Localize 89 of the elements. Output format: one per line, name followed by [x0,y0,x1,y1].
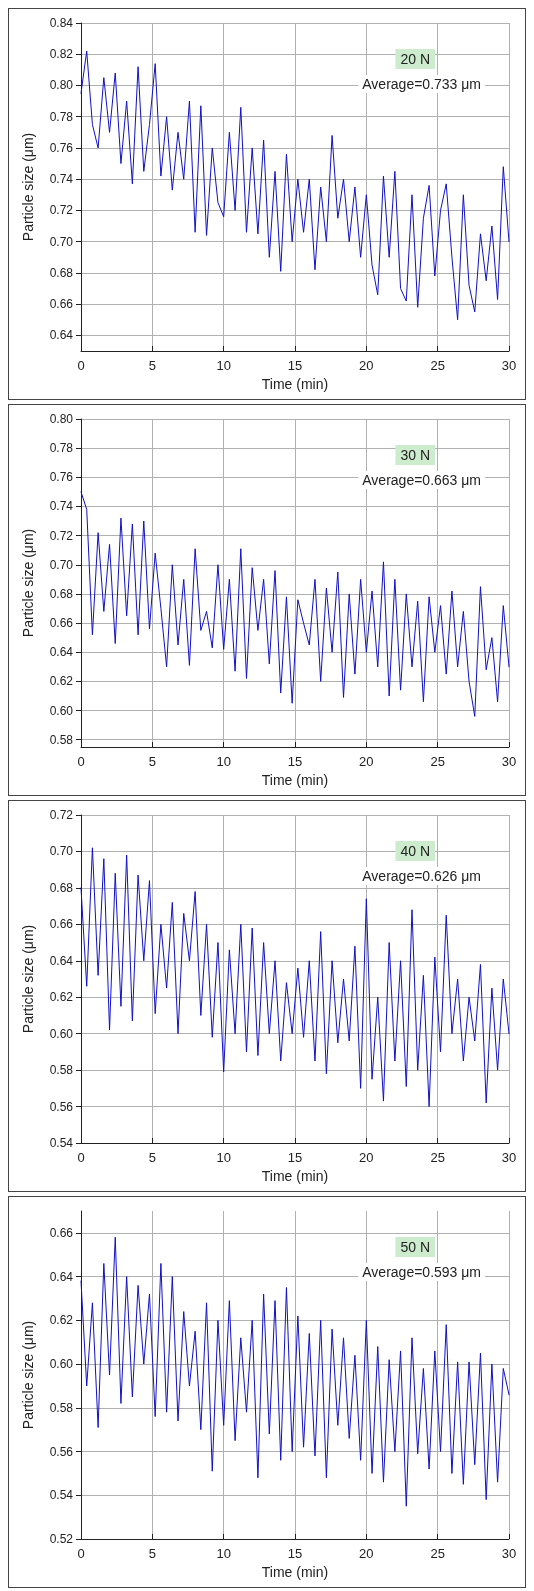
y-tick-label: 0.72 [49,808,74,822]
y-tick-label: 0.60 [49,1357,74,1372]
x-tick-label: 0 [77,358,85,373]
annotation: 40 N [400,843,431,859]
y-tick-label: 0.66 [49,917,74,932]
x-tick-label: 30 [501,754,517,769]
y-tick-label: 0.56 [49,1444,74,1459]
y-axis-title: Particle size (μm) [20,1320,36,1430]
y-tick-label: 0.60 [49,703,74,718]
y-tick-label: 0.56 [49,1099,74,1114]
x-tick-label: 10 [216,754,231,769]
x-tick-label: 15 [287,754,303,769]
y-tick-label: 0.58 [49,1400,74,1415]
x-tick-label: 15 [287,1546,303,1561]
y-tick-label: 0.54 [49,1136,74,1150]
y-tick-label: 0.76 [49,470,74,485]
y-tick-label: 0.68 [49,880,74,895]
y-tick-label: 0.64 [49,1269,74,1284]
x-tick-label: 25 [430,1546,445,1561]
line-series [80,1236,510,1507]
line-series [80,50,510,321]
x-tick-label: 30 [501,358,517,373]
x-tick-label: 5 [148,1546,156,1561]
x-tick-label: 25 [430,754,445,769]
y-tick-label: 0.84 [49,16,74,30]
x-tick-label: 20 [359,1546,374,1561]
y-tick-label: 0.62 [49,1313,74,1328]
x-tick-label: 10 [216,1150,231,1165]
x-tick-label: 30 [501,1546,517,1561]
y-tick-label: 0.78 [49,109,74,124]
y-tick-label: 0.66 [49,1225,74,1240]
y-tick-label: 0.66 [49,297,74,312]
x-tick-label: 0 [77,1546,85,1561]
y-tick-label: 0.70 [49,234,74,249]
y-tick-label: 0.72 [49,528,74,543]
y-tick-label: 0.78 [49,441,74,456]
y-tick-label: 0.82 [49,47,74,62]
y-tick-label: 0.80 [49,412,74,426]
x-tick-label: 0 [77,1150,85,1165]
y-tick-label: 0.52 [49,1532,74,1546]
y-tick-label: 0.80 [49,78,74,93]
x-tick-label: 25 [430,358,445,373]
y-tick-label: 0.74 [49,172,74,187]
y-tick-label: 0.70 [49,844,74,859]
x-tick-label: 15 [287,1150,303,1165]
y-tick-label: 0.74 [49,499,74,514]
y-tick-label: 0.70 [49,557,74,572]
x-axis-title: Time (min) [261,1564,329,1580]
annotation: Average=0.626 μm [362,868,482,884]
y-tick-label: 0.58 [49,1063,74,1078]
y-tick-label: 0.68 [49,265,74,280]
line-series [80,491,510,717]
y-axis-title: Particle size (μm) [20,528,36,638]
y-axis-title: Particle size (μm) [20,924,36,1034]
x-axis-title: Time (min) [261,376,329,392]
x-tick-label: 15 [287,358,303,373]
annotation: Average=0.593 μm [362,1264,482,1280]
y-tick-label: 0.64 [49,645,74,660]
annotation: 30 N [400,447,431,463]
y-tick-label: 0.66 [49,616,74,631]
annotation: Average=0.733 μm [362,76,482,92]
x-tick-label: 25 [430,1150,445,1165]
y-axis-title: Particle size (μm) [20,132,36,242]
x-tick-label: 20 [359,1150,374,1165]
x-tick-label: 0 [77,754,85,769]
y-tick-label: 0.62 [49,990,74,1005]
x-tick-label: 20 [359,358,374,373]
y-tick-label: 0.62 [49,674,74,689]
line-series [80,847,510,1108]
y-tick-label: 0.64 [49,953,74,968]
x-tick-label: 30 [501,1150,517,1165]
y-tick-label: 0.76 [49,140,74,155]
x-tick-label: 5 [148,754,156,769]
annotation: Average=0.663 μm [362,472,482,488]
x-axis-title: Time (min) [261,772,329,788]
annotation: 20 N [400,51,431,67]
y-tick-label: 0.58 [49,732,74,747]
x-tick-label: 10 [216,358,231,373]
y-tick-label: 0.68 [49,586,74,601]
annotation: 50 N [400,1239,431,1255]
x-tick-label: 5 [148,1150,156,1165]
x-axis-title: Time (min) [261,1168,329,1184]
y-tick-label: 0.64 [49,328,74,343]
x-tick-label: 10 [216,1546,231,1561]
y-tick-label: 0.54 [49,1488,74,1503]
y-tick-label: 0.60 [49,1026,74,1041]
x-tick-label: 20 [359,754,374,769]
y-tick-label: 0.72 [49,203,74,218]
x-tick-label: 5 [148,358,156,373]
